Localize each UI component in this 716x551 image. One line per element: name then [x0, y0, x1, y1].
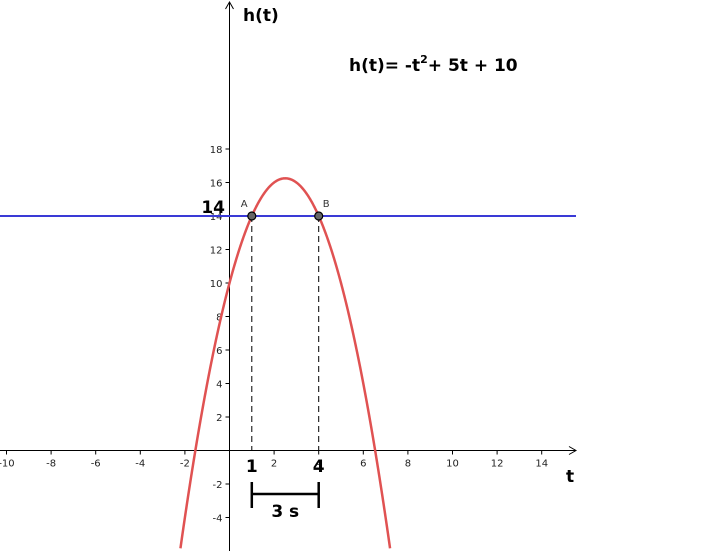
interval-bracket [250, 482, 320, 508]
x-ticks: -10 -8 -6 -4 -2 2 4 6 8 10 12 14 [0, 450, 548, 470]
x-tick-label: -6 [91, 459, 101, 470]
equation-rest: + 5t + 10 [428, 56, 518, 76]
y-tick-label: 10 [210, 279, 223, 290]
y-tick-label: 16 [210, 179, 223, 190]
x-tick-label: 12 [491, 459, 504, 470]
x-tick-label: 8 [405, 459, 411, 470]
y-axis-label: h(t) [243, 6, 279, 26]
x-axis-label: t [566, 467, 574, 487]
y-ticks: -4 -2 2 4 6 8 10 12 14 16 18 [210, 145, 230, 525]
function-equation: h(t)= -t2+ 5t + 10 [349, 53, 518, 76]
y-tick-label: 12 [210, 246, 223, 257]
x-tick-label: -4 [135, 459, 145, 470]
x-tick-label: 14 [535, 459, 548, 470]
t-value-label-1: 1 [246, 457, 258, 477]
y-tick-label: 18 [210, 145, 223, 156]
y-tick-label: 14 [210, 212, 223, 223]
y-tick-label: 6 [216, 346, 222, 357]
y-tick-label: 2 [216, 413, 222, 424]
x-tick-label: 10 [446, 459, 459, 470]
y-tick-label: 4 [216, 380, 222, 391]
point-a [247, 211, 257, 221]
x-tick-label: 4 [316, 459, 322, 470]
x-tick-label: -8 [46, 459, 56, 470]
y-axis-arrow [225, 0, 234, 10]
point-b-label: B [323, 199, 330, 210]
point-a-label: A [241, 199, 248, 210]
x-axis-arrow [568, 446, 578, 455]
point-b [314, 211, 324, 221]
x-tick-label: 6 [360, 459, 366, 470]
t-value-label-4: 4 [313, 457, 325, 477]
y-tick-label: -4 [213, 514, 223, 525]
x-tick-label: -2 [180, 459, 190, 470]
y-tick-label: -2 [213, 480, 223, 491]
parabola-curve [179, 177, 392, 549]
x-tick-label: 2 [271, 459, 277, 470]
x-tick-label: -10 [0, 459, 15, 470]
interval-label: 3 s [271, 502, 299, 522]
y-tick-label: 8 [216, 313, 222, 324]
equation-exponent: 2 [420, 53, 428, 66]
y-value-label-14: 14 [201, 198, 225, 218]
equation-main: h(t)= -t [349, 56, 420, 76]
